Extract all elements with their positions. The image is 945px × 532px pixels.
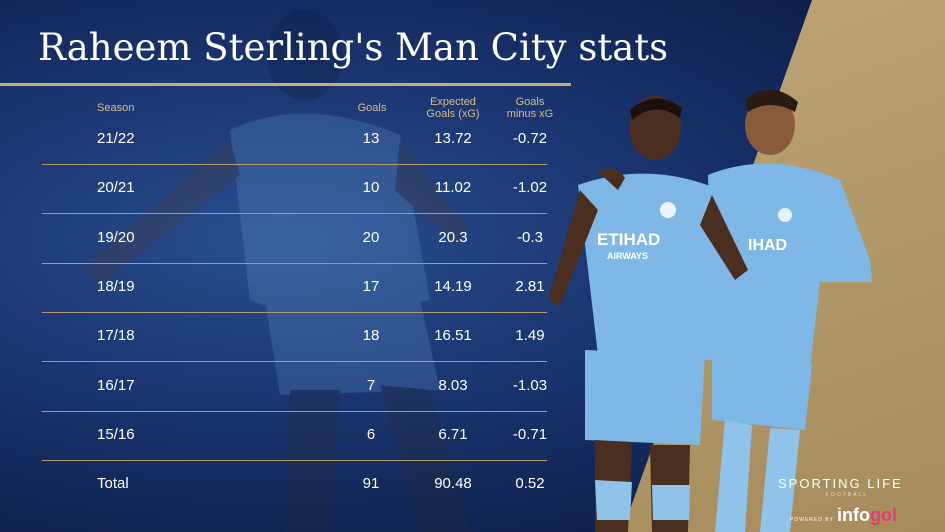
row-divider: [42, 164, 547, 165]
header-season: Season: [97, 102, 135, 114]
row-divider: [42, 312, 547, 313]
season-cell: 21/22: [97, 130, 135, 147]
header-xg-line2: Goals (xG): [426, 108, 480, 120]
goals-cell: 17: [362, 278, 380, 295]
player-right: IHAD: [708, 89, 872, 532]
goals-cell: 91: [362, 475, 380, 492]
diff-cell: 0.52: [515, 475, 545, 492]
season-cell: Total: [97, 475, 129, 492]
sporting-life-logo: SPORTING LIFE: [778, 476, 903, 491]
diff-cell: -1.02: [512, 179, 548, 196]
row-divider: [42, 361, 547, 362]
powered-by-label: POWERED BY: [790, 517, 834, 523]
header-diff-line1: Goals: [515, 96, 545, 108]
goals-cell: 7: [366, 377, 376, 394]
svg-text:AIRWAYS: AIRWAYS: [607, 251, 648, 261]
xg-cell: 8.03: [438, 377, 468, 394]
season-cell: 17/18: [97, 327, 135, 344]
xg-cell: 6.71: [438, 426, 468, 443]
row-divider: [42, 411, 547, 412]
header-goals: Goals: [357, 102, 387, 114]
title-underline: [0, 83, 571, 86]
xg-cell: 16.51: [434, 327, 472, 344]
infogol-accent: gol: [870, 505, 897, 525]
player-left: ETIHAD AIRWAYS: [548, 96, 748, 532]
diff-cell: -0.3: [517, 229, 543, 246]
football-label: FOOTBALL: [826, 492, 869, 498]
header-diff: Goals minus xG: [495, 96, 565, 120]
season-cell: 19/20: [97, 229, 135, 246]
goals-cell: 6: [366, 426, 376, 443]
diff-cell: 1.49: [515, 327, 545, 344]
svg-text:ETIHAD: ETIHAD: [597, 230, 660, 249]
svg-text:IHAD: IHAD: [748, 237, 787, 254]
page-title: Raheem Sterling's Man City stats: [38, 26, 669, 69]
goals-cell: 10: [362, 179, 380, 196]
season-cell: 16/17: [97, 377, 135, 394]
goals-cell: 20: [362, 229, 380, 246]
diff-cell: -1.03: [512, 377, 548, 394]
xg-cell: 11.02: [434, 179, 472, 196]
diff-cell: -0.71: [512, 426, 548, 443]
header-diff-line2: minus xG: [506, 108, 554, 120]
season-cell: 18/19: [97, 278, 135, 295]
xg-cell: 90.48: [434, 475, 472, 492]
season-cell: 15/16: [97, 426, 135, 443]
diff-cell: 2.81: [515, 278, 545, 295]
xg-cell: 13.72: [434, 130, 472, 147]
row-divider: [42, 460, 547, 461]
xg-cell: 14.19: [434, 278, 472, 295]
row-divider: [42, 213, 547, 214]
season-cell: 20/21: [97, 179, 135, 196]
goals-cell: 18: [362, 327, 380, 344]
infogol-main: info: [837, 505, 870, 525]
goals-cell: 13: [362, 130, 380, 147]
diff-cell: -0.72: [512, 130, 548, 147]
row-divider: [42, 263, 547, 264]
header-xg: Expected Goals (xG): [418, 96, 488, 120]
xg-cell: 20.3: [438, 229, 468, 246]
header-xg-line1: Expected: [430, 96, 476, 108]
infogol-logo: infogol: [837, 505, 897, 526]
